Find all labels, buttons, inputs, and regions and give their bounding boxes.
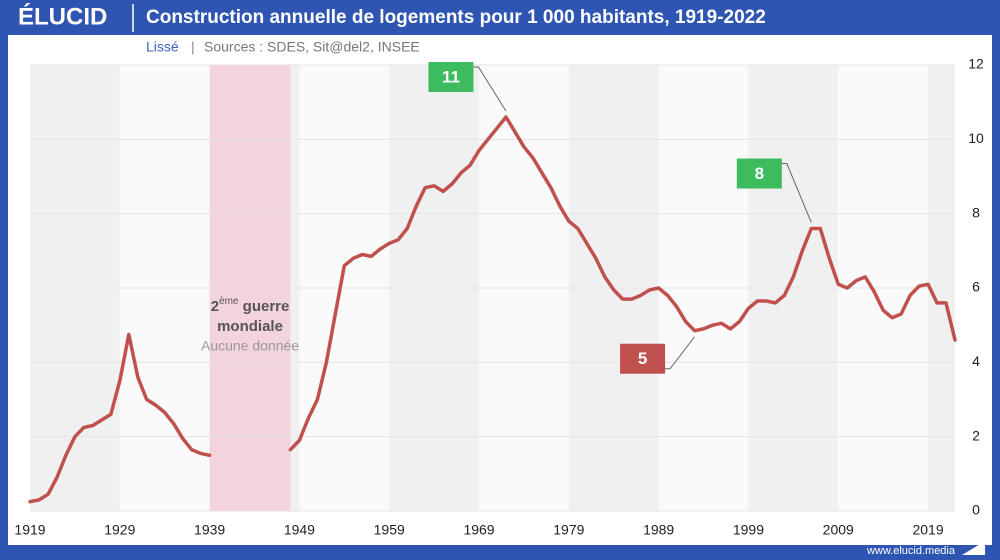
x-tick-label: 2009 (823, 522, 854, 538)
subtitle-separator: | (191, 39, 195, 55)
subtitle-sources: Sources : SDES, Sit@del2, INSEE (204, 39, 420, 55)
annotation-leader (665, 336, 695, 370)
annotation-box (620, 343, 666, 374)
x-tick-label: 1989 (643, 522, 674, 538)
gap-label-part: guerre (238, 298, 289, 315)
x-tick-label: 1959 (374, 522, 405, 538)
annotation-label: 11 (442, 68, 460, 87)
x-tick-label: 1979 (553, 522, 584, 538)
y-tick-label: 10 (968, 130, 984, 146)
x-tick-label: 1949 (284, 522, 315, 538)
footer-url: www.elucid.media (866, 545, 956, 557)
annotation-label: 8 (755, 164, 764, 183)
annotation-label: 5 (638, 349, 647, 368)
gap-label-line1: 2ème guerre (211, 296, 290, 315)
gap-label-line2: mondiale (217, 318, 283, 335)
x-tick-label: 1969 (463, 522, 494, 538)
subtitle-smoothing: Lissé (146, 39, 179, 55)
annotation-box (428, 62, 474, 93)
y-tick-label: 6 (972, 279, 980, 295)
footer-icon (962, 541, 985, 555)
gap-label-part: 2 (211, 298, 219, 315)
x-tick-label: 1939 (194, 522, 225, 538)
x-tick-label: 2019 (912, 522, 943, 538)
y-tick-label: 8 (972, 204, 980, 220)
logo: ÉLUCID (18, 2, 107, 30)
x-tick-label: 1929 (104, 522, 135, 538)
annotation-leader (473, 66, 507, 112)
x-tick-label: 1999 (733, 522, 764, 538)
y-tick-label: 4 (972, 353, 980, 369)
y-tick-label: 2 (972, 427, 980, 443)
data-line (28, 115, 957, 504)
y-tick-label: 12 (968, 56, 984, 72)
y-tick-label: 0 (972, 502, 980, 518)
chart-title: Construction annuelle de logements pour … (146, 7, 766, 28)
annotation-leader (781, 163, 812, 223)
x-tick-label: 1919 (14, 522, 45, 538)
annotation-box (736, 158, 782, 189)
gap-label-note: Aucune donnée (201, 338, 299, 354)
gap-label-part: ème (219, 296, 239, 307)
